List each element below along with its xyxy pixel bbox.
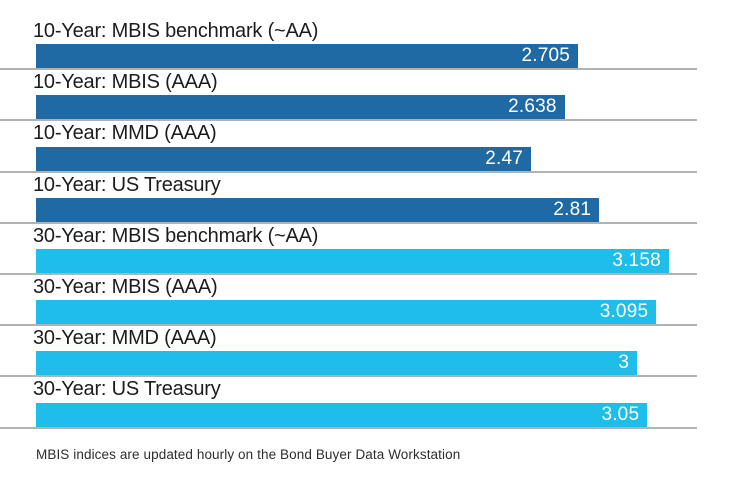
bar-value-label: 2.81 [553, 198, 592, 220]
chart-row: 30-Year: MBIS (AAA) 3.095 [0, 275, 697, 327]
row-label: 30-Year: MMD (AAA) [33, 327, 217, 350]
bar-value-label: 2.705 [521, 45, 571, 67]
row-label: 30-Year: MBIS (AAA) [33, 275, 218, 298]
bar-value-label: 3.05 [601, 403, 640, 425]
bar: 3.158 [36, 248, 669, 273]
row-label: 10-Year: MBIS (AAA) [33, 71, 218, 94]
row-label: 10-Year: US Treasury [33, 173, 221, 196]
row-label: 30-Year: US Treasury [33, 378, 221, 401]
chart-row: 10-Year: MBIS (AAA) 2.638 [0, 70, 697, 122]
chart-row: 10-Year: MBIS benchmark (~AA) 2.705 [0, 19, 697, 71]
bar: 2.705 [36, 44, 579, 69]
bar-value-label: 3 [618, 352, 630, 374]
bar: 3.095 [36, 300, 657, 325]
chart-row: 30-Year: MBIS benchmark (~AA) 3.158 [0, 224, 697, 275]
row-label: 10-Year: MMD (AAA) [33, 122, 217, 145]
bar-value-label: 2.638 [508, 96, 557, 118]
chart-rows: 10-Year: MBIS benchmark (~AA) 2.705 10-Y… [0, 19, 740, 429]
row-label: 10-Year: MBIS benchmark (~AA) [33, 20, 319, 42]
bar-value-label: 3.158 [612, 249, 661, 271]
bar: 3.05 [36, 402, 648, 427]
chart-row: 10-Year: US Treasury 2.81 [0, 173, 697, 224]
chart-footnote: MBIS indices are updated hourly on the B… [36, 446, 461, 462]
row-label: 30-Year: MBIS benchmark (~AA) [33, 224, 319, 247]
chart-row: 10-Year: MMD (AAA) 2.47 [0, 121, 697, 173]
bar-value-label: 2.47 [485, 147, 523, 169]
chart-row: 30-Year: US Treasury 3.05 [0, 377, 697, 429]
chart-row: 30-Year: MMD (AAA) 3 [0, 326, 697, 378]
bond-yield-bar-chart: 10-Year: MBIS benchmark (~AA) 2.705 10-Y… [0, 19, 740, 462]
bar: 3 [36, 351, 638, 376]
bar-value-label: 3.095 [599, 301, 649, 323]
bar: 2.81 [36, 197, 600, 222]
bar: 2.638 [36, 95, 565, 120]
bar: 2.47 [36, 146, 531, 171]
